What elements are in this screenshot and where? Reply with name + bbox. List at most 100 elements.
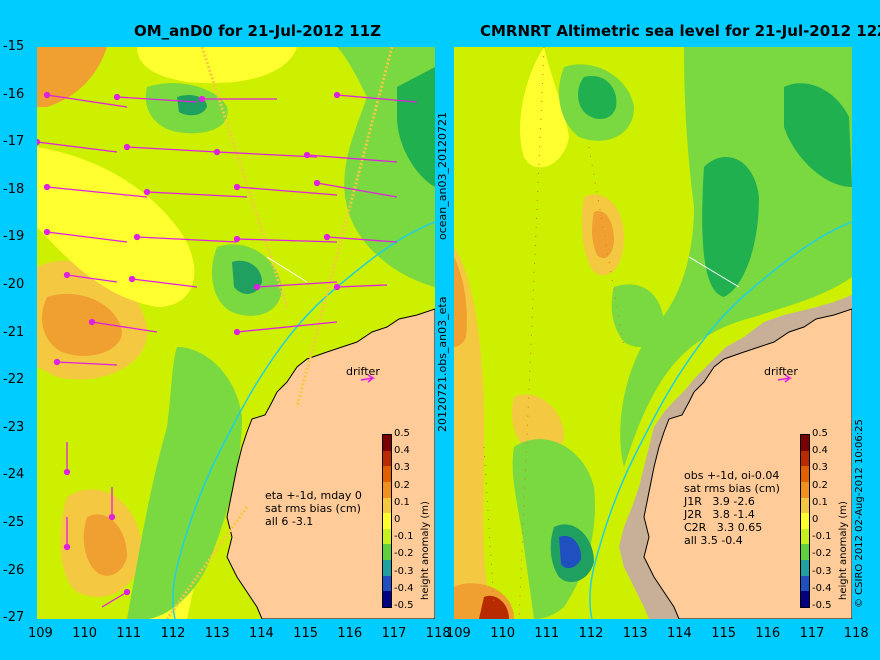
left-drifter-label: drifter (346, 365, 380, 378)
y-tick-label: -27 (3, 610, 25, 626)
x-tick-label: 118 (843, 626, 869, 641)
x-tick-label: 112 (578, 626, 604, 641)
y-tick-label: -17 (3, 134, 25, 150)
colorbar-swatch (801, 435, 809, 451)
colorbar-swatch (383, 575, 391, 592)
colorbar-tick-label: -0.1 (394, 531, 414, 543)
y-tick-label: -15 (3, 39, 25, 54)
colorbar-swatch (383, 513, 391, 529)
x-tick-label: 112 (160, 626, 186, 641)
colorbar-swatch (801, 466, 809, 482)
x-tick-label: 109 (446, 626, 471, 641)
right-drifter-label: drifter (764, 365, 798, 378)
colorbar-tick-label: 0.2 (812, 479, 828, 491)
colorbar-swatch (801, 528, 809, 545)
y-tick-label: -19 (3, 229, 25, 245)
colorbar-tick-label: -0.4 (394, 582, 414, 594)
left-colorbar (382, 434, 392, 608)
colorbar-tick-label: -0.2 (394, 548, 414, 560)
left-note-line-2: sat rms bias (cm) (265, 502, 361, 515)
x-tick-label: 116 (755, 626, 781, 641)
x-tick-label: 116 (337, 626, 363, 641)
colorbar-tick-label: 0.5 (394, 428, 410, 439)
colorbar-tick-label: 0.4 (394, 445, 410, 457)
right-note: obs +-1d, oi-0.04 sat rms bias (cm) J1R … (684, 469, 780, 547)
y-tick-label: -25 (3, 515, 25, 530)
x-tick-label: 111 (534, 626, 560, 641)
right-note-line-2: sat rms bias (cm) (684, 482, 780, 495)
y-tick-label: -23 (3, 419, 25, 435)
colorbar-swatch (801, 513, 809, 529)
x-tick-label: 118 (425, 626, 451, 641)
colorbar-swatch (383, 466, 391, 482)
x-tick-label: 109 (28, 626, 53, 641)
x-tick-label: 110 (72, 626, 98, 641)
y-tick-label: -22 (3, 372, 25, 388)
x-tick-label: 114 (249, 626, 274, 641)
colorbar-swatch (383, 450, 391, 467)
left-note-line-3: all 6 -3.1 (265, 515, 314, 528)
y-tick-label: -26 (3, 562, 25, 578)
x-tick-label: 117 (381, 626, 407, 641)
right-note-line-3: J1R 3.9 -2.6 (684, 495, 755, 508)
colorbar-swatch (383, 560, 391, 576)
colorbar-tick-label: -0.1 (812, 531, 832, 543)
colorbar-tick-label: 0 (812, 514, 819, 525)
x-tick-label: 113 (204, 626, 230, 641)
colorbar-tick-label: 0.3 (812, 462, 828, 474)
colorbar-tick-label: 0.2 (394, 479, 410, 491)
right-side-label: 20120721.obs_an03_eta (436, 296, 449, 432)
x-tick-label: 114 (667, 626, 692, 641)
colorbar-swatch (383, 591, 391, 607)
colorbar-swatch (383, 481, 391, 498)
colorbar-tick-label: 0.5 (812, 428, 828, 439)
colorbar-tick-label: -0.4 (812, 582, 832, 594)
right-colorbar-label: height anomaly (m) (838, 501, 849, 600)
x-tick-label: 117 (799, 626, 825, 641)
colorbar-tick-label: -0.3 (394, 565, 414, 577)
colorbar-tick-label: 0.4 (812, 445, 828, 457)
left-colorbar-label: height anomaly (m) (420, 501, 431, 600)
y-tick-label: -24 (3, 467, 25, 483)
left-map-title: OM_anD0 for 21-Jul-2012 11Z (134, 22, 381, 40)
colorbar-swatch (383, 544, 391, 560)
right-note-line-5: C2R 3.3 0.65 (684, 521, 763, 534)
right-note-line-6: all 3.5 -0.4 (684, 534, 743, 547)
colorbar-tick-label: -0.2 (812, 548, 832, 560)
colorbar-swatch (383, 435, 391, 451)
colorbar-swatch (801, 450, 809, 467)
colorbar-tick-label: 0.3 (394, 462, 410, 474)
x-tick-label: 113 (622, 626, 648, 641)
colorbar-tick-label: -0.3 (812, 565, 832, 577)
left-note: eta +-1d, mday 0 sat rms bias (cm) all 6… (265, 489, 362, 528)
colorbar-swatch (801, 497, 809, 514)
right-colorbar (800, 434, 810, 608)
x-tick-label: 110 (490, 626, 516, 641)
colorbar-tick-label: 0.1 (812, 496, 828, 508)
colorbar-tick-label: -0.5 (812, 600, 832, 611)
colorbar-swatch (801, 591, 809, 607)
right-note-line-4: J2R 3.8 -1.4 (684, 508, 755, 521)
colorbar-tick-label: -0.5 (394, 600, 414, 611)
x-tick-label: 115 (293, 626, 319, 641)
right-map (454, 47, 852, 619)
colorbar-swatch (801, 544, 809, 560)
colorbar-swatch (801, 560, 809, 576)
right-map-title: CMRNRT Altimetric sea level for 21-Jul-2… (480, 22, 880, 40)
copyright-label: © CSIRO 2012 02-Aug-2012 10:06:25 (854, 419, 865, 608)
y-tick-label: -18 (3, 181, 25, 197)
colorbar-swatch (801, 481, 809, 498)
right-note-line-1: obs +-1d, oi-0.04 (684, 469, 780, 482)
colorbar-swatch (801, 575, 809, 592)
y-tick-label: -20 (3, 277, 25, 292)
colorbar-tick-label: 0.1 (394, 496, 410, 508)
x-tick-label: 115 (711, 626, 737, 641)
y-tick-label: -16 (3, 86, 25, 102)
y-tick-label: -21 (3, 324, 25, 340)
colorbar-swatch (383, 497, 391, 514)
x-tick-label: 111 (116, 626, 142, 641)
left-map (37, 47, 435, 619)
colorbar-tick-label: 0 (394, 514, 401, 525)
left-side-label: ocean_an03_20120721 (436, 112, 449, 240)
left-note-line-1: eta +-1d, mday 0 (265, 489, 362, 502)
